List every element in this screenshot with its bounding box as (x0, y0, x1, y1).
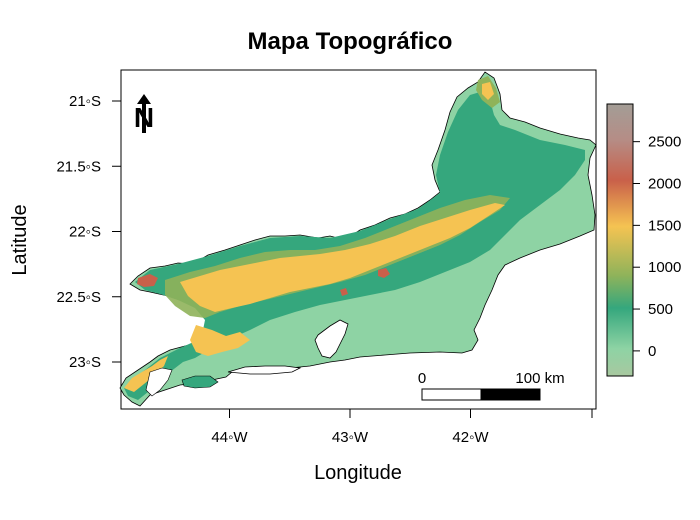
legend-tick-label: 0 (648, 343, 656, 360)
y-tick-label: 23◦S (69, 354, 101, 371)
x-tick-label: 44◦W (211, 429, 248, 446)
y-axis-title: Latitude (9, 204, 31, 275)
y-tick-label: 21.5◦S (56, 158, 101, 175)
terrain-peak-itatiaia (137, 274, 158, 287)
x-tick-label: 42◦W (452, 429, 489, 446)
legend-tick-label: 2500 (648, 134, 681, 151)
scale-end-label: 100 km (515, 370, 564, 387)
legend-ticks: 0 500 1000 1500 2000 2500 (633, 134, 681, 360)
ilha-grande (181, 375, 219, 389)
terrain-high-southwest (124, 356, 168, 392)
legend-tick-label: 1000 (648, 259, 681, 276)
paraty-bay (145, 367, 173, 397)
guanabara-bay (314, 319, 349, 359)
scale-start-label: 0 (418, 370, 426, 387)
legend-tick-label: 2000 (648, 176, 681, 193)
sepetiba-bay (227, 365, 302, 375)
x-axis-title: Longitude (314, 462, 402, 484)
map-title: Mapa Topográfico (248, 28, 453, 55)
scale-bar: 0 100 km (418, 370, 565, 401)
legend-tick-label: 500 (648, 301, 673, 318)
legend-colorbar (606, 103, 634, 377)
terrain-high (180, 203, 505, 312)
north-arrow-icon: N (134, 94, 154, 133)
legend-tick-label: 1500 (648, 217, 681, 234)
x-tick-label: 43◦W (332, 429, 369, 446)
x-axis: 44◦W 43◦W 42◦W (211, 409, 593, 446)
y-tick-label: 22◦S (69, 224, 101, 241)
scale-bar-black (480, 388, 541, 401)
y-tick-label: 22.5◦S (56, 289, 101, 306)
y-tick-label: 21◦S (69, 93, 101, 110)
terrain-peak-serra-2 (340, 288, 348, 296)
scale-bar-white (421, 388, 482, 401)
terrain-high-south (190, 325, 250, 356)
north-arrow-letter: N (134, 102, 154, 133)
terrain-high-north-peak (482, 82, 494, 100)
terrain-peak-serra (378, 268, 390, 278)
y-axis: 21◦S 21.5◦S 22◦S 22.5◦S 23◦S (56, 93, 121, 371)
